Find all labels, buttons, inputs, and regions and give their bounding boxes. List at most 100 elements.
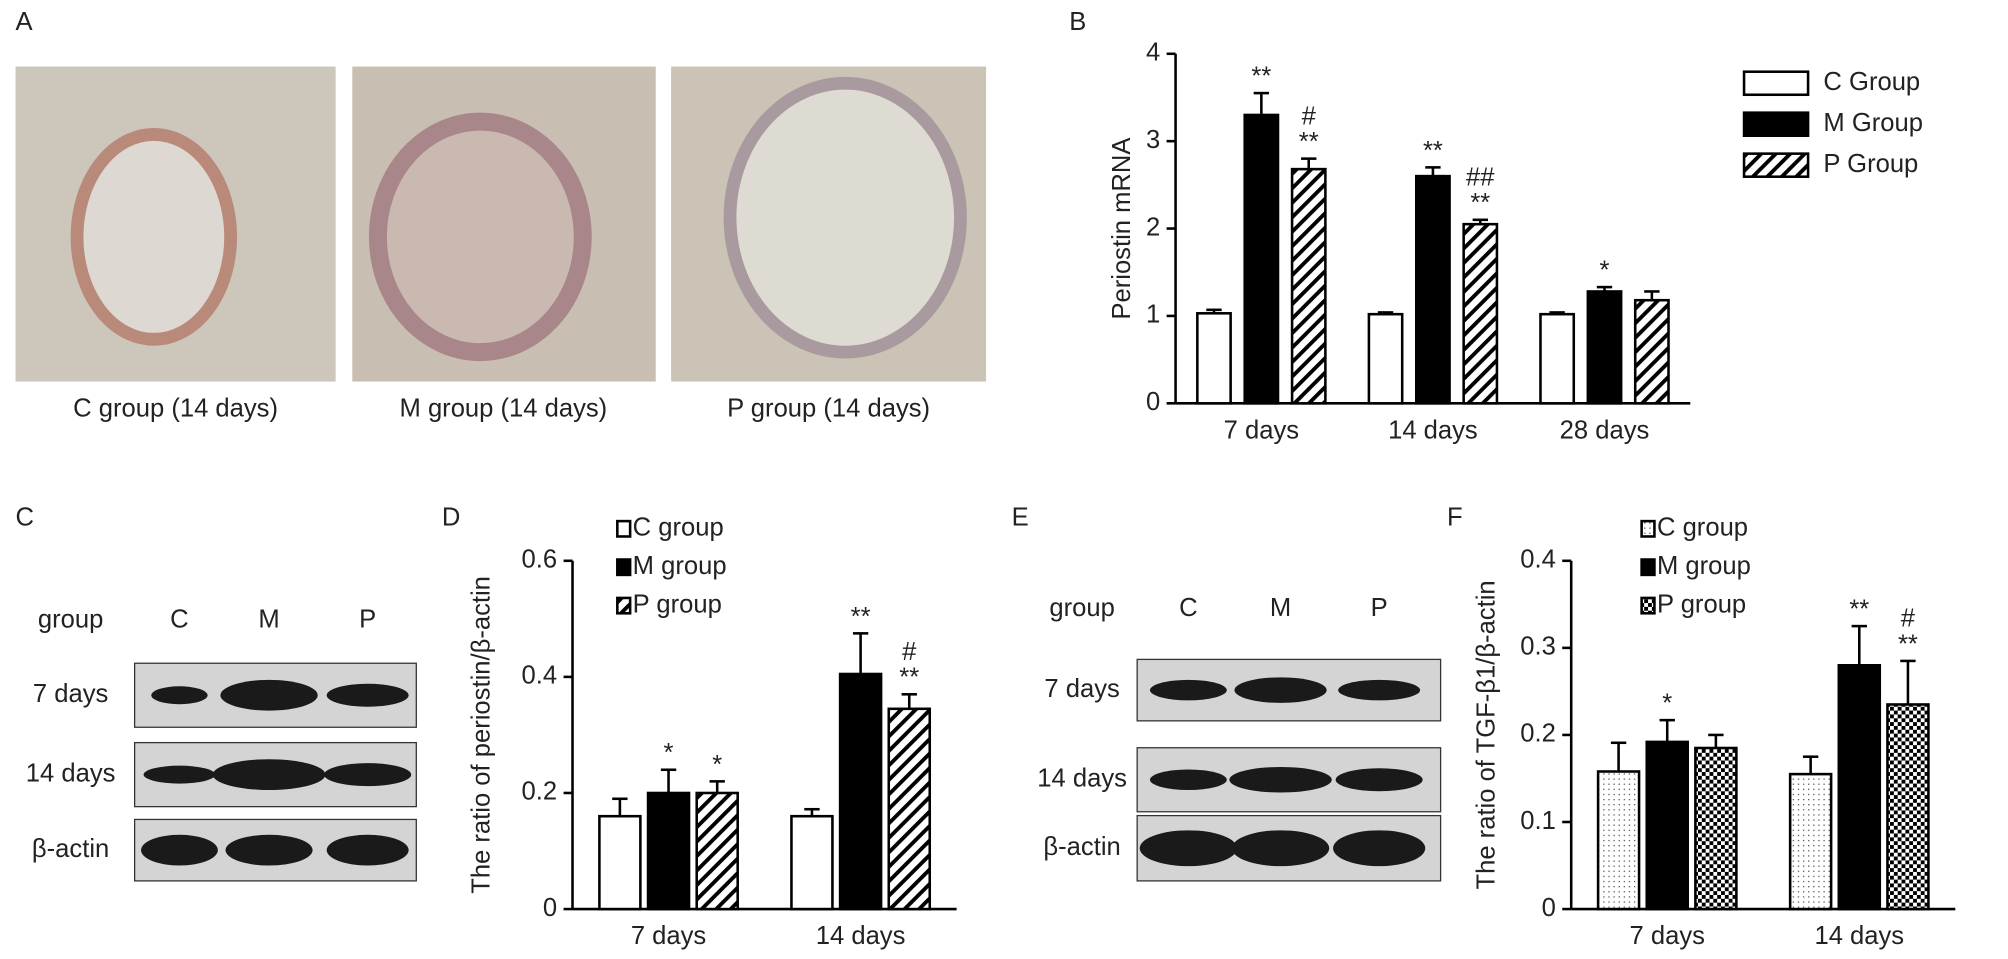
error-bar	[1596, 285, 1613, 292]
blot-band	[1234, 677, 1327, 703]
significance-mark: **	[899, 664, 919, 692]
blot-band	[143, 765, 216, 784]
y-tick-label: 0.6	[522, 546, 558, 574]
bar	[1788, 772, 1833, 911]
significance-mark: *	[712, 751, 722, 779]
bar	[646, 791, 691, 911]
blot-band	[1139, 830, 1238, 867]
legend-swatch	[1742, 70, 1810, 97]
error-bar	[1377, 311, 1394, 315]
significance-mark: #	[1302, 102, 1317, 130]
bar	[1645, 740, 1689, 911]
panel-label: F	[1447, 503, 1463, 531]
blot-band	[141, 834, 218, 866]
blot-row-label: β-actin	[1043, 833, 1120, 861]
y-tick-label: 0	[543, 894, 557, 922]
legend-label: M group	[633, 552, 727, 580]
x-tick-label: 7 days	[631, 922, 706, 950]
legend-label: M Group	[1823, 109, 1923, 137]
error-bar	[1206, 308, 1222, 314]
legend-swatch	[616, 596, 632, 615]
blot-header: group	[38, 606, 103, 634]
legend-label: C Group	[1823, 68, 1920, 96]
legend-label: C group	[633, 514, 724, 542]
legend-swatch	[616, 558, 632, 577]
error-bar	[1644, 290, 1660, 301]
legend-swatch	[1742, 152, 1810, 178]
y-axis-label: The ratio of periostin/β-actin	[468, 576, 496, 894]
airway	[368, 112, 592, 362]
y-tick-label: 0.4	[1520, 546, 1556, 574]
blot-band	[1149, 769, 1227, 790]
error-bar	[852, 632, 869, 674]
bar	[1886, 703, 1930, 911]
error-bar	[1253, 91, 1270, 115]
significance-mark: **	[1470, 189, 1490, 217]
bar	[1596, 770, 1641, 911]
bar	[1539, 312, 1576, 405]
bar	[598, 814, 642, 911]
blot-band	[1229, 766, 1332, 793]
bar	[1367, 312, 1404, 405]
bar	[1243, 113, 1280, 405]
bar	[838, 672, 883, 911]
significance-mark: *	[1600, 256, 1610, 284]
y-tick-label: 0	[1146, 388, 1160, 416]
blot-band	[1335, 768, 1423, 792]
blot-header: P	[359, 606, 376, 634]
legend-swatch	[616, 519, 632, 538]
error-bar	[1802, 755, 1819, 775]
bar	[695, 791, 739, 911]
blot-band	[326, 834, 409, 866]
airway	[70, 128, 238, 346]
blot-band	[212, 759, 326, 790]
y-axis-label: The ratio of TGF-β1/β-actin	[1473, 580, 1501, 889]
bar	[1462, 222, 1499, 405]
error-bar	[1425, 166, 1441, 177]
legend-label: P Group	[1823, 150, 1918, 178]
significance-mark: **	[1849, 596, 1869, 624]
bar	[1633, 298, 1670, 405]
x-tick-label: 7 days	[1224, 416, 1299, 444]
panel-label: C	[16, 503, 34, 531]
legend-label: P group	[633, 590, 722, 618]
y-tick-label: 0	[1542, 894, 1556, 922]
blot-header: C	[1179, 594, 1197, 622]
blot-band	[324, 763, 412, 787]
blot-header: group	[1049, 594, 1114, 622]
x-tick-label: 7 days	[1630, 922, 1705, 950]
y-tick-label: 0.4	[522, 662, 558, 690]
panel-label: D	[442, 503, 460, 531]
blot-header: C	[170, 606, 188, 634]
significance-mark: #	[902, 638, 917, 666]
blot-band	[220, 679, 318, 711]
blot-band	[1149, 679, 1227, 701]
error-bar	[804, 807, 820, 817]
blot-band	[151, 686, 208, 705]
significance-mark: *	[664, 739, 674, 767]
histology-images	[15, 66, 987, 382]
panel-label: E	[1012, 503, 1029, 531]
legend-label: P group	[1657, 590, 1746, 618]
bar	[1837, 664, 1882, 911]
bar	[1586, 290, 1623, 405]
y-tick-label: 3	[1146, 126, 1160, 154]
error-bar	[1610, 741, 1627, 772]
error-bar	[660, 768, 677, 793]
error-bar	[1301, 157, 1317, 170]
bar	[790, 814, 834, 911]
significance-mark: **	[851, 603, 871, 631]
significance-mark: *	[1662, 690, 1672, 718]
y-tick-label: 1	[1146, 301, 1160, 329]
blot-row-label: 7 days	[33, 680, 108, 708]
y-tick-label: 0.1	[1520, 807, 1556, 835]
significance-mark: ##	[1466, 164, 1495, 192]
x-tick-label: 28 days	[1560, 416, 1650, 444]
significance-mark: **	[1299, 128, 1319, 156]
blot-row-label: β-actin	[32, 835, 109, 863]
blot-band	[1231, 830, 1330, 867]
blot-header: P	[1371, 594, 1388, 622]
blot-header: M	[258, 606, 279, 634]
legend-swatch	[1640, 519, 1656, 538]
